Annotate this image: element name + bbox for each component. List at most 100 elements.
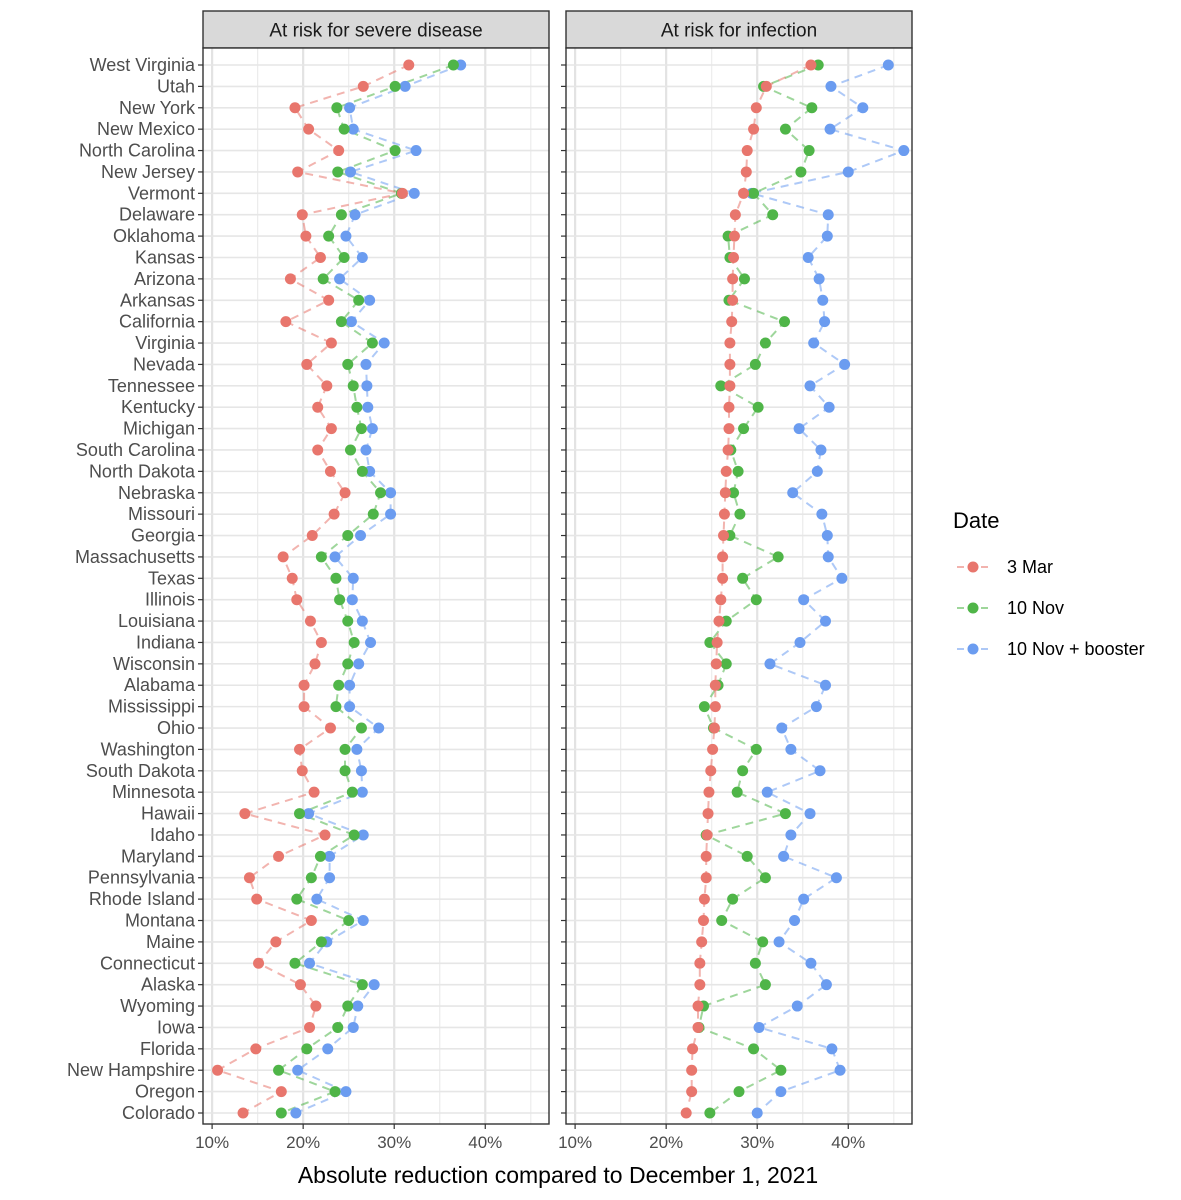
data-point	[332, 166, 344, 178]
data-point	[760, 80, 772, 92]
data-point	[357, 80, 369, 92]
data-point	[403, 59, 415, 71]
data-point	[275, 1107, 287, 1119]
data-point	[718, 508, 730, 520]
data-point	[759, 979, 771, 991]
data-point	[724, 337, 736, 349]
data-point	[342, 615, 354, 627]
data-point	[273, 1064, 285, 1076]
data-point	[716, 915, 728, 927]
data-point	[882, 59, 894, 71]
data-point	[757, 936, 769, 948]
data-point	[728, 487, 740, 499]
data-point	[748, 1043, 760, 1055]
data-point	[819, 316, 831, 328]
data-point	[289, 957, 301, 969]
state-label: Utah	[157, 76, 195, 96]
state-label: Mississippi	[108, 697, 195, 717]
data-point	[810, 701, 822, 713]
data-point	[352, 1000, 364, 1012]
panel-border	[202, 47, 550, 1125]
data-point	[355, 765, 367, 777]
state-label: New Mexico	[97, 119, 195, 139]
state-label: Alabama	[124, 675, 196, 695]
data-point	[305, 915, 317, 927]
series-layer	[680, 59, 910, 1119]
data-point	[289, 102, 301, 114]
data-point	[349, 209, 361, 221]
data-point	[729, 209, 741, 221]
data-point	[330, 701, 342, 713]
data-point	[340, 230, 352, 242]
data-point	[290, 1107, 302, 1119]
data-point	[308, 786, 320, 798]
data-point	[709, 701, 721, 713]
x-tick-label: 20%	[286, 1133, 320, 1152]
data-point	[842, 166, 854, 178]
data-point	[311, 893, 323, 905]
data-point	[820, 615, 831, 627]
data-point	[273, 850, 285, 862]
state-label: Arizona	[134, 269, 196, 289]
state-label: Vermont	[128, 183, 195, 203]
data-point	[680, 1107, 692, 1119]
data-point	[356, 465, 368, 477]
data-point	[342, 1000, 354, 1012]
data-point	[389, 145, 401, 157]
data-point	[347, 380, 359, 392]
data-point	[733, 1086, 745, 1098]
data-point	[339, 743, 351, 755]
data-point	[793, 423, 805, 435]
data-point	[822, 209, 834, 221]
state-label: Wisconsin	[113, 654, 195, 674]
data-point	[298, 701, 310, 713]
data-point	[239, 808, 251, 820]
data-point	[723, 401, 735, 413]
state-label: Maryland	[121, 846, 195, 866]
data-point	[331, 102, 343, 114]
data-point	[767, 209, 779, 221]
data-point	[325, 337, 337, 349]
data-point	[329, 551, 341, 563]
gridlines	[566, 48, 912, 1124]
data-point	[286, 572, 298, 584]
state-label: Pennsylvania	[88, 868, 196, 888]
data-point	[310, 1000, 322, 1012]
state-label: Washington	[101, 739, 195, 759]
data-point	[321, 380, 333, 392]
data-point	[726, 316, 738, 328]
data-point	[761, 786, 773, 798]
data-point	[389, 80, 401, 92]
legend-entry: 3 Mar	[957, 557, 1053, 577]
data-point	[814, 765, 826, 777]
panel-strip	[202, 10, 550, 49]
data-point	[315, 636, 327, 648]
data-point	[764, 658, 776, 670]
data-point	[360, 358, 372, 370]
data-point	[367, 508, 379, 520]
data-point	[323, 294, 335, 306]
data-point	[723, 423, 735, 435]
data-point	[344, 701, 356, 713]
data-point	[720, 658, 732, 670]
data-point	[314, 251, 326, 263]
legend-label: 3 Mar	[1007, 557, 1053, 577]
data-point	[717, 551, 729, 563]
legend: Date 3 Mar 10 Nov 10 Nov + booster	[953, 508, 1145, 659]
data-point	[728, 230, 740, 242]
data-point	[738, 273, 750, 285]
data-point	[270, 936, 282, 948]
data-point	[728, 251, 740, 263]
data-point	[704, 1107, 716, 1119]
data-point	[820, 679, 831, 691]
data-point	[794, 636, 806, 648]
data-point	[304, 1021, 316, 1033]
data-point	[709, 679, 721, 691]
data-point	[830, 872, 842, 884]
data-point	[368, 979, 380, 991]
state-label: South Dakota	[86, 761, 196, 781]
state-label: Ohio	[157, 718, 195, 738]
data-point	[748, 187, 760, 199]
data-point	[251, 893, 263, 905]
data-point	[294, 808, 306, 820]
